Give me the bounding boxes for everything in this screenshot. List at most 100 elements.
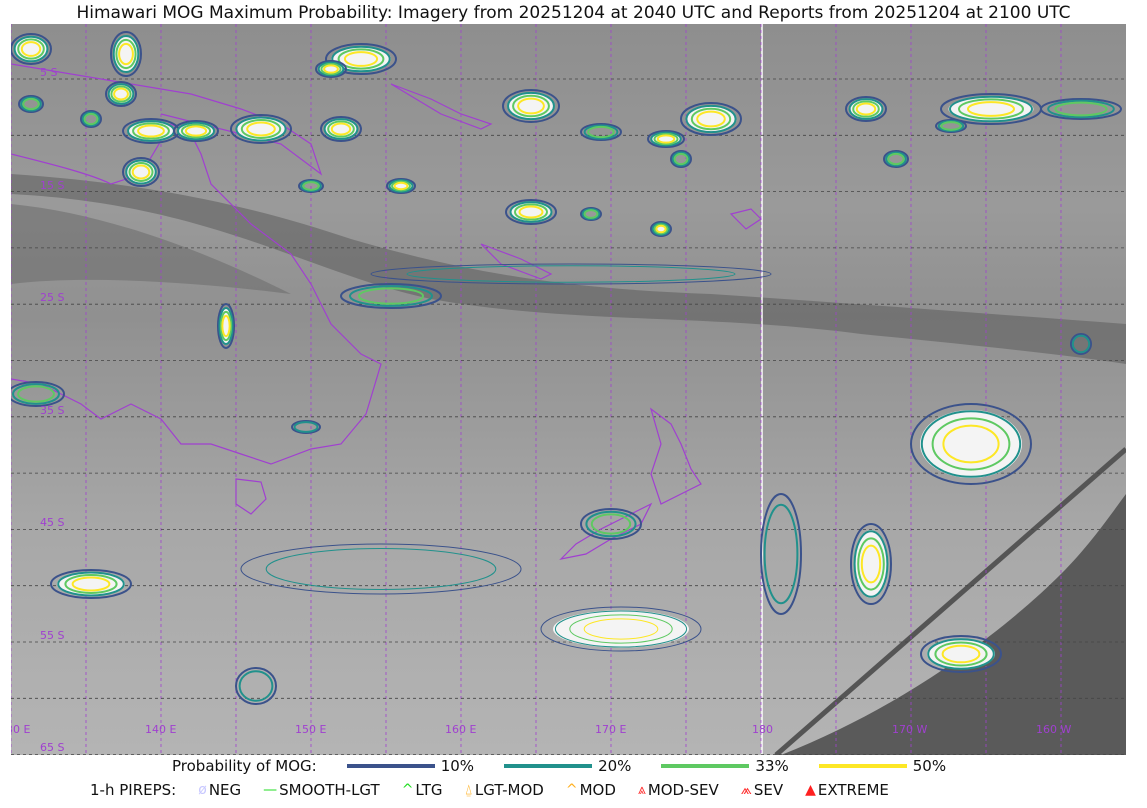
dark-region-west — [11, 204, 291, 294]
contour-10 — [50, 569, 132, 599]
no-data-region — [781, 494, 1126, 755]
contour-10 — [386, 178, 416, 194]
contour-10 — [680, 102, 742, 136]
contour-20 — [235, 116, 287, 142]
legend-label-50: 50% — [912, 757, 947, 775]
contour-20 — [20, 96, 42, 112]
contour-20 — [671, 151, 691, 167]
contour-33 — [83, 112, 99, 126]
contour-10 — [505, 199, 557, 225]
contour-10 — [240, 543, 522, 595]
pirep-label: MOD — [579, 781, 616, 799]
contour-10 — [18, 95, 44, 113]
contour-10 — [235, 667, 277, 705]
map-title: Himawari MOG Maximum Probability: Imager… — [76, 3, 1071, 23]
contour-50 — [323, 64, 339, 74]
cloud-top — [920, 410, 1022, 478]
solomon-islands-coast — [390, 83, 493, 130]
contour-33 — [958, 98, 1024, 120]
contour-20 — [885, 151, 907, 167]
contour-33 — [690, 107, 732, 131]
contour-20 — [650, 131, 682, 147]
contour-10 — [850, 523, 892, 605]
contour-10 — [298, 179, 324, 193]
contour-33 — [391, 180, 411, 192]
lat-label: 35 S — [40, 404, 64, 417]
contour-10 — [920, 635, 1002, 673]
contour-33 — [587, 125, 615, 139]
contour-33 — [320, 62, 342, 76]
legend-label-10: 10% — [440, 757, 475, 775]
contour-33 — [22, 97, 40, 111]
mog-probability-contours — [11, 31, 1122, 705]
contour-10 — [291, 420, 321, 434]
contour-33 — [887, 152, 905, 166]
pirep-label: EXTREME — [817, 781, 889, 799]
contour-10 — [580, 508, 642, 540]
contour-50 — [221, 314, 231, 338]
contour-33 — [934, 641, 988, 667]
contour-33 — [931, 417, 1011, 471]
fiji-coast — [729, 208, 762, 230]
contour-33 — [327, 120, 355, 138]
swatch-33 — [661, 764, 750, 768]
contour-10 — [647, 130, 685, 148]
contour-20 — [218, 306, 234, 346]
contour-33 — [17, 385, 55, 403]
contour-20 — [176, 121, 216, 141]
lat-label: 55 S — [40, 629, 64, 642]
contour-20 — [1047, 99, 1115, 119]
contour-50 — [855, 102, 877, 116]
contour-10 — [580, 207, 602, 221]
lon-label: 160 E — [445, 723, 476, 736]
satellite-map: 130 E 140 E 150 E 160 E 170 E 180 170 W … — [11, 24, 1126, 755]
contour-20 — [81, 111, 101, 127]
contour-20 — [317, 61, 345, 77]
contour-50 — [696, 110, 726, 128]
probability-legend-title: Probability of MOG: — [172, 757, 317, 775]
contour-10 — [340, 283, 442, 309]
contour-10 — [1070, 333, 1092, 355]
contour-20 — [388, 179, 414, 193]
contour-50 — [393, 181, 409, 191]
lat-label: 15 S — [40, 179, 64, 192]
pireps-legend: 1-h PIREPS: ø NEG — SMOOTH-LGT ^ LTG ⍙ LGT-M… — [0, 781, 1147, 799]
contour-10 — [11, 33, 52, 65]
contour-33 — [940, 121, 962, 131]
pirep-label: NEG — [208, 781, 242, 799]
contour-50 — [583, 618, 659, 640]
contour-20 — [300, 180, 322, 192]
contour-10 — [230, 114, 292, 144]
contour-50 — [131, 164, 151, 180]
new-caledonia-coast — [480, 243, 553, 280]
contour-50 — [330, 122, 352, 136]
contour-10 — [670, 150, 692, 168]
contour-33 — [358, 287, 424, 305]
contour-50 — [967, 101, 1015, 117]
contour-10 — [325, 43, 397, 75]
contour-20 — [349, 285, 433, 307]
contour-50 — [942, 424, 1000, 464]
contour-20 — [507, 91, 555, 121]
contour-10 — [760, 493, 802, 615]
pirep-label: MOD-SEV — [647, 781, 719, 799]
contour-20 — [57, 571, 125, 597]
contour-20 — [853, 530, 889, 598]
contour-50 — [20, 41, 42, 57]
axis-labels: 130 E 140 E 150 E 160 E 170 E 180 170 W … — [11, 66, 1071, 754]
contour-10 — [502, 89, 560, 123]
contour-20 — [581, 208, 601, 220]
contour-20 — [848, 98, 884, 120]
lat-label: 25 S — [40, 291, 64, 304]
contour-20 — [238, 670, 274, 702]
contour-33 — [583, 209, 599, 219]
contour-33 — [128, 162, 154, 182]
new-zealand-south-coast — [559, 502, 653, 560]
tasmania-coast — [235, 478, 267, 515]
contour-20 — [685, 104, 737, 134]
extreme-triangle-icon: ▲ — [805, 782, 816, 798]
contour-33 — [240, 119, 282, 139]
contour-10 — [650, 221, 672, 237]
contour-33 — [852, 100, 880, 118]
pirep-label: SMOOTH-LGT — [279, 781, 380, 799]
